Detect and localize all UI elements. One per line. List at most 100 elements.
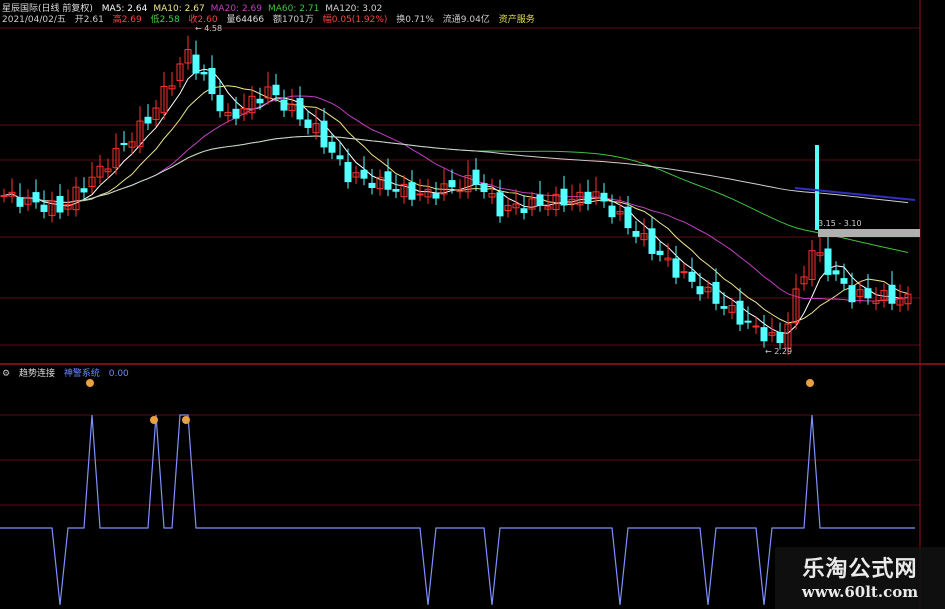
candle-body (392, 189, 400, 192)
candle-body (888, 284, 896, 304)
candle-body (264, 86, 272, 99)
candle-body (480, 183, 488, 193)
candle-body (472, 169, 480, 185)
candle-body (296, 98, 304, 120)
candle-body (544, 206, 552, 210)
candle-body (752, 325, 760, 328)
volume: 量64466 (226, 15, 265, 25)
candle-body (768, 332, 776, 336)
candle-body (40, 204, 48, 212)
candle-body (8, 191, 16, 197)
amount: 额1701万 (272, 15, 314, 25)
candle-body (360, 169, 368, 179)
candle-body (440, 183, 448, 195)
candle-body (88, 176, 96, 187)
candle-body (280, 99, 288, 111)
candle-body (272, 84, 280, 96)
range-label: 3.15 - 3.10 (818, 219, 862, 228)
open: 开2.61 (74, 15, 104, 25)
candle-body (456, 189, 464, 193)
signal-icon (806, 379, 814, 387)
candle-body (320, 120, 328, 148)
candle-body (120, 142, 128, 146)
candle-body (504, 205, 512, 212)
signal-icon (86, 379, 94, 387)
candle-body (336, 155, 344, 160)
ma-label: MA5: 2.64 (101, 4, 148, 14)
candle-body (240, 108, 248, 115)
candle-body (552, 193, 560, 210)
candle-body (848, 285, 856, 303)
signal-icon (182, 416, 190, 424)
candle-body (688, 271, 696, 282)
quote-bar: 2021/04/02/五 开2.61 高2.69 低2.58 收2.60 量64… (2, 12, 541, 25)
candle-body (584, 191, 592, 204)
range-bar (818, 229, 920, 237)
candle-body (728, 304, 736, 313)
candle-body (824, 248, 832, 275)
candle-body (704, 286, 712, 293)
candle-body (192, 54, 200, 74)
candle-body (216, 94, 224, 112)
stock-title: 星辰国际(日线 前复权) (2, 4, 93, 14)
ma10-line (3, 85, 909, 324)
candle-body (512, 203, 520, 209)
high-label: ← 4.58 (195, 24, 222, 33)
candle-body (0, 194, 8, 197)
candle-body (576, 191, 584, 206)
float-shares: 流通9.04亿 (442, 15, 490, 25)
candle-body (432, 193, 440, 199)
candle-body (896, 298, 904, 306)
candle-body (56, 195, 64, 213)
candle-body (464, 175, 472, 193)
signal-icon (150, 416, 158, 424)
candle-body (640, 233, 648, 241)
indicator-value: 0.00 (108, 369, 129, 379)
candle-body (104, 168, 112, 173)
candle-body (880, 290, 888, 302)
candle-body (224, 111, 232, 117)
close: 收2.60 (188, 15, 218, 25)
indicator-name: 趋势连接 (18, 369, 55, 379)
candle-body (96, 165, 104, 178)
candle-body (872, 300, 880, 304)
candle-body (736, 300, 744, 325)
candle-body (856, 289, 864, 297)
candle-body (568, 198, 576, 205)
candle-body (632, 231, 640, 237)
candle-body (112, 148, 120, 169)
candle-body (400, 183, 408, 198)
candle-body (416, 193, 424, 196)
candle-body (776, 332, 784, 344)
candle-body (136, 120, 144, 147)
turnover: 换0.71% (396, 15, 434, 25)
candle-body (288, 103, 296, 111)
ma-label: MA20: 2.69 (210, 4, 262, 14)
candle-body (184, 49, 192, 64)
candle-body (312, 123, 320, 134)
candle-body (424, 188, 432, 198)
watermark-title: 乐淘公式网 (802, 556, 918, 582)
date: 2021/04/02/五 (2, 15, 66, 25)
candle-body (816, 252, 824, 256)
candle-body (696, 286, 704, 295)
watermark: 乐淘公式网 www.60lt.com (775, 547, 945, 609)
candle-body (200, 71, 208, 75)
candle-body (536, 194, 544, 206)
sector: 资产服务 (498, 15, 535, 25)
gear-icon[interactable]: ⚙ (2, 369, 11, 379)
candle-body (680, 271, 688, 274)
candle-body (80, 188, 88, 193)
ma120-line (3, 135, 909, 204)
candle-body (328, 141, 336, 153)
candle-body (48, 200, 56, 216)
candle-body (128, 141, 136, 148)
candle-body (16, 197, 24, 207)
candle-body (664, 257, 672, 261)
candle-body (352, 172, 360, 178)
candle-body (376, 176, 384, 190)
ma-legend: 星辰国际(日线 前复权) MA5: 2.64 MA10: 2.67 MA20: 2.… (2, 1, 394, 14)
candle-body (520, 208, 528, 214)
candle-body (528, 198, 536, 210)
